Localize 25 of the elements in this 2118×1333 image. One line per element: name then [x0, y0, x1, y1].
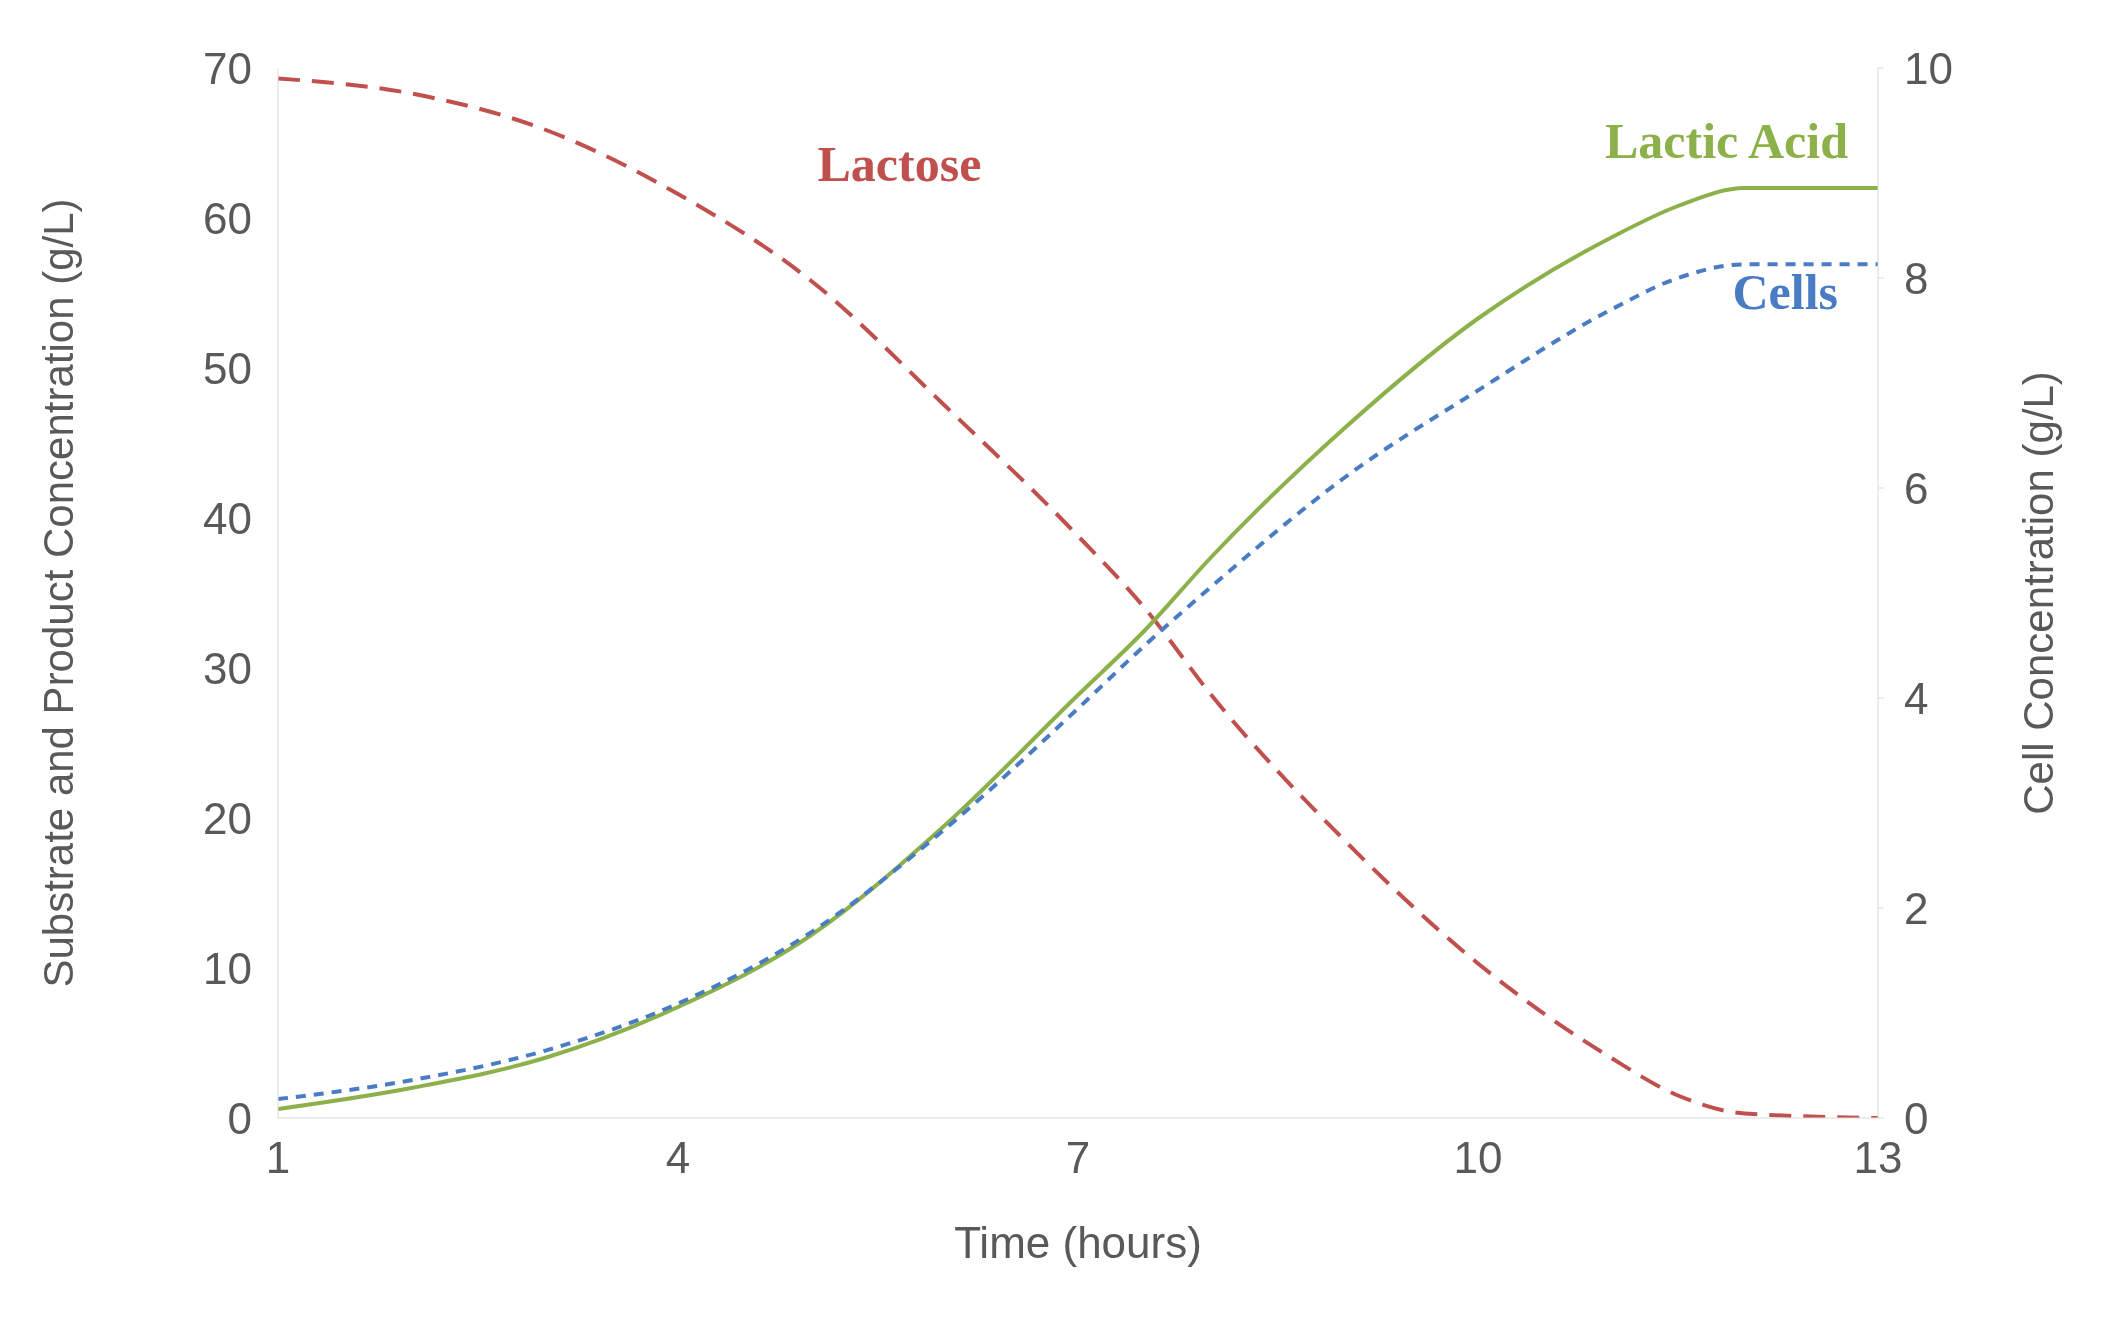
- y2-tick-label: 0: [1904, 1093, 1929, 1143]
- y2-tick-label: 6: [1904, 463, 1929, 513]
- series-label: Lactic Acid: [1604, 113, 1849, 169]
- y-tick-label: 30: [203, 643, 252, 693]
- y-tick-label: 40: [203, 493, 252, 543]
- y2-axis-title: Cell Concentration (g/L): [2014, 371, 2062, 815]
- x-tick-label: 13: [1853, 1133, 1903, 1183]
- x-tick-label: 7: [1065, 1133, 1091, 1183]
- y-tick-label: 0: [227, 1093, 252, 1143]
- series-label: Lactose: [817, 136, 982, 192]
- y-tick-label: 10: [203, 943, 252, 993]
- y-tick-label: 50: [203, 343, 252, 393]
- y-axis-title: Substrate and Product Concentration (g/L): [34, 198, 82, 988]
- y2-tick-label: 4: [1904, 673, 1929, 723]
- x-tick-label: 1: [265, 1133, 291, 1183]
- x-tick-label: 10: [1453, 1133, 1503, 1183]
- y-tick-label: 20: [203, 793, 252, 843]
- y-tick-label: 70: [203, 43, 252, 93]
- y-tick-label: 60: [203, 193, 252, 243]
- y2-tick-label: 2: [1904, 883, 1929, 933]
- x-tick-label: 4: [665, 1133, 691, 1183]
- series-label: Cells: [1732, 264, 1838, 321]
- x-axis-title: Time (hours): [954, 1218, 1202, 1267]
- y2-tick-label: 10: [1904, 43, 1953, 93]
- y2-tick-label: 8: [1904, 253, 1929, 303]
